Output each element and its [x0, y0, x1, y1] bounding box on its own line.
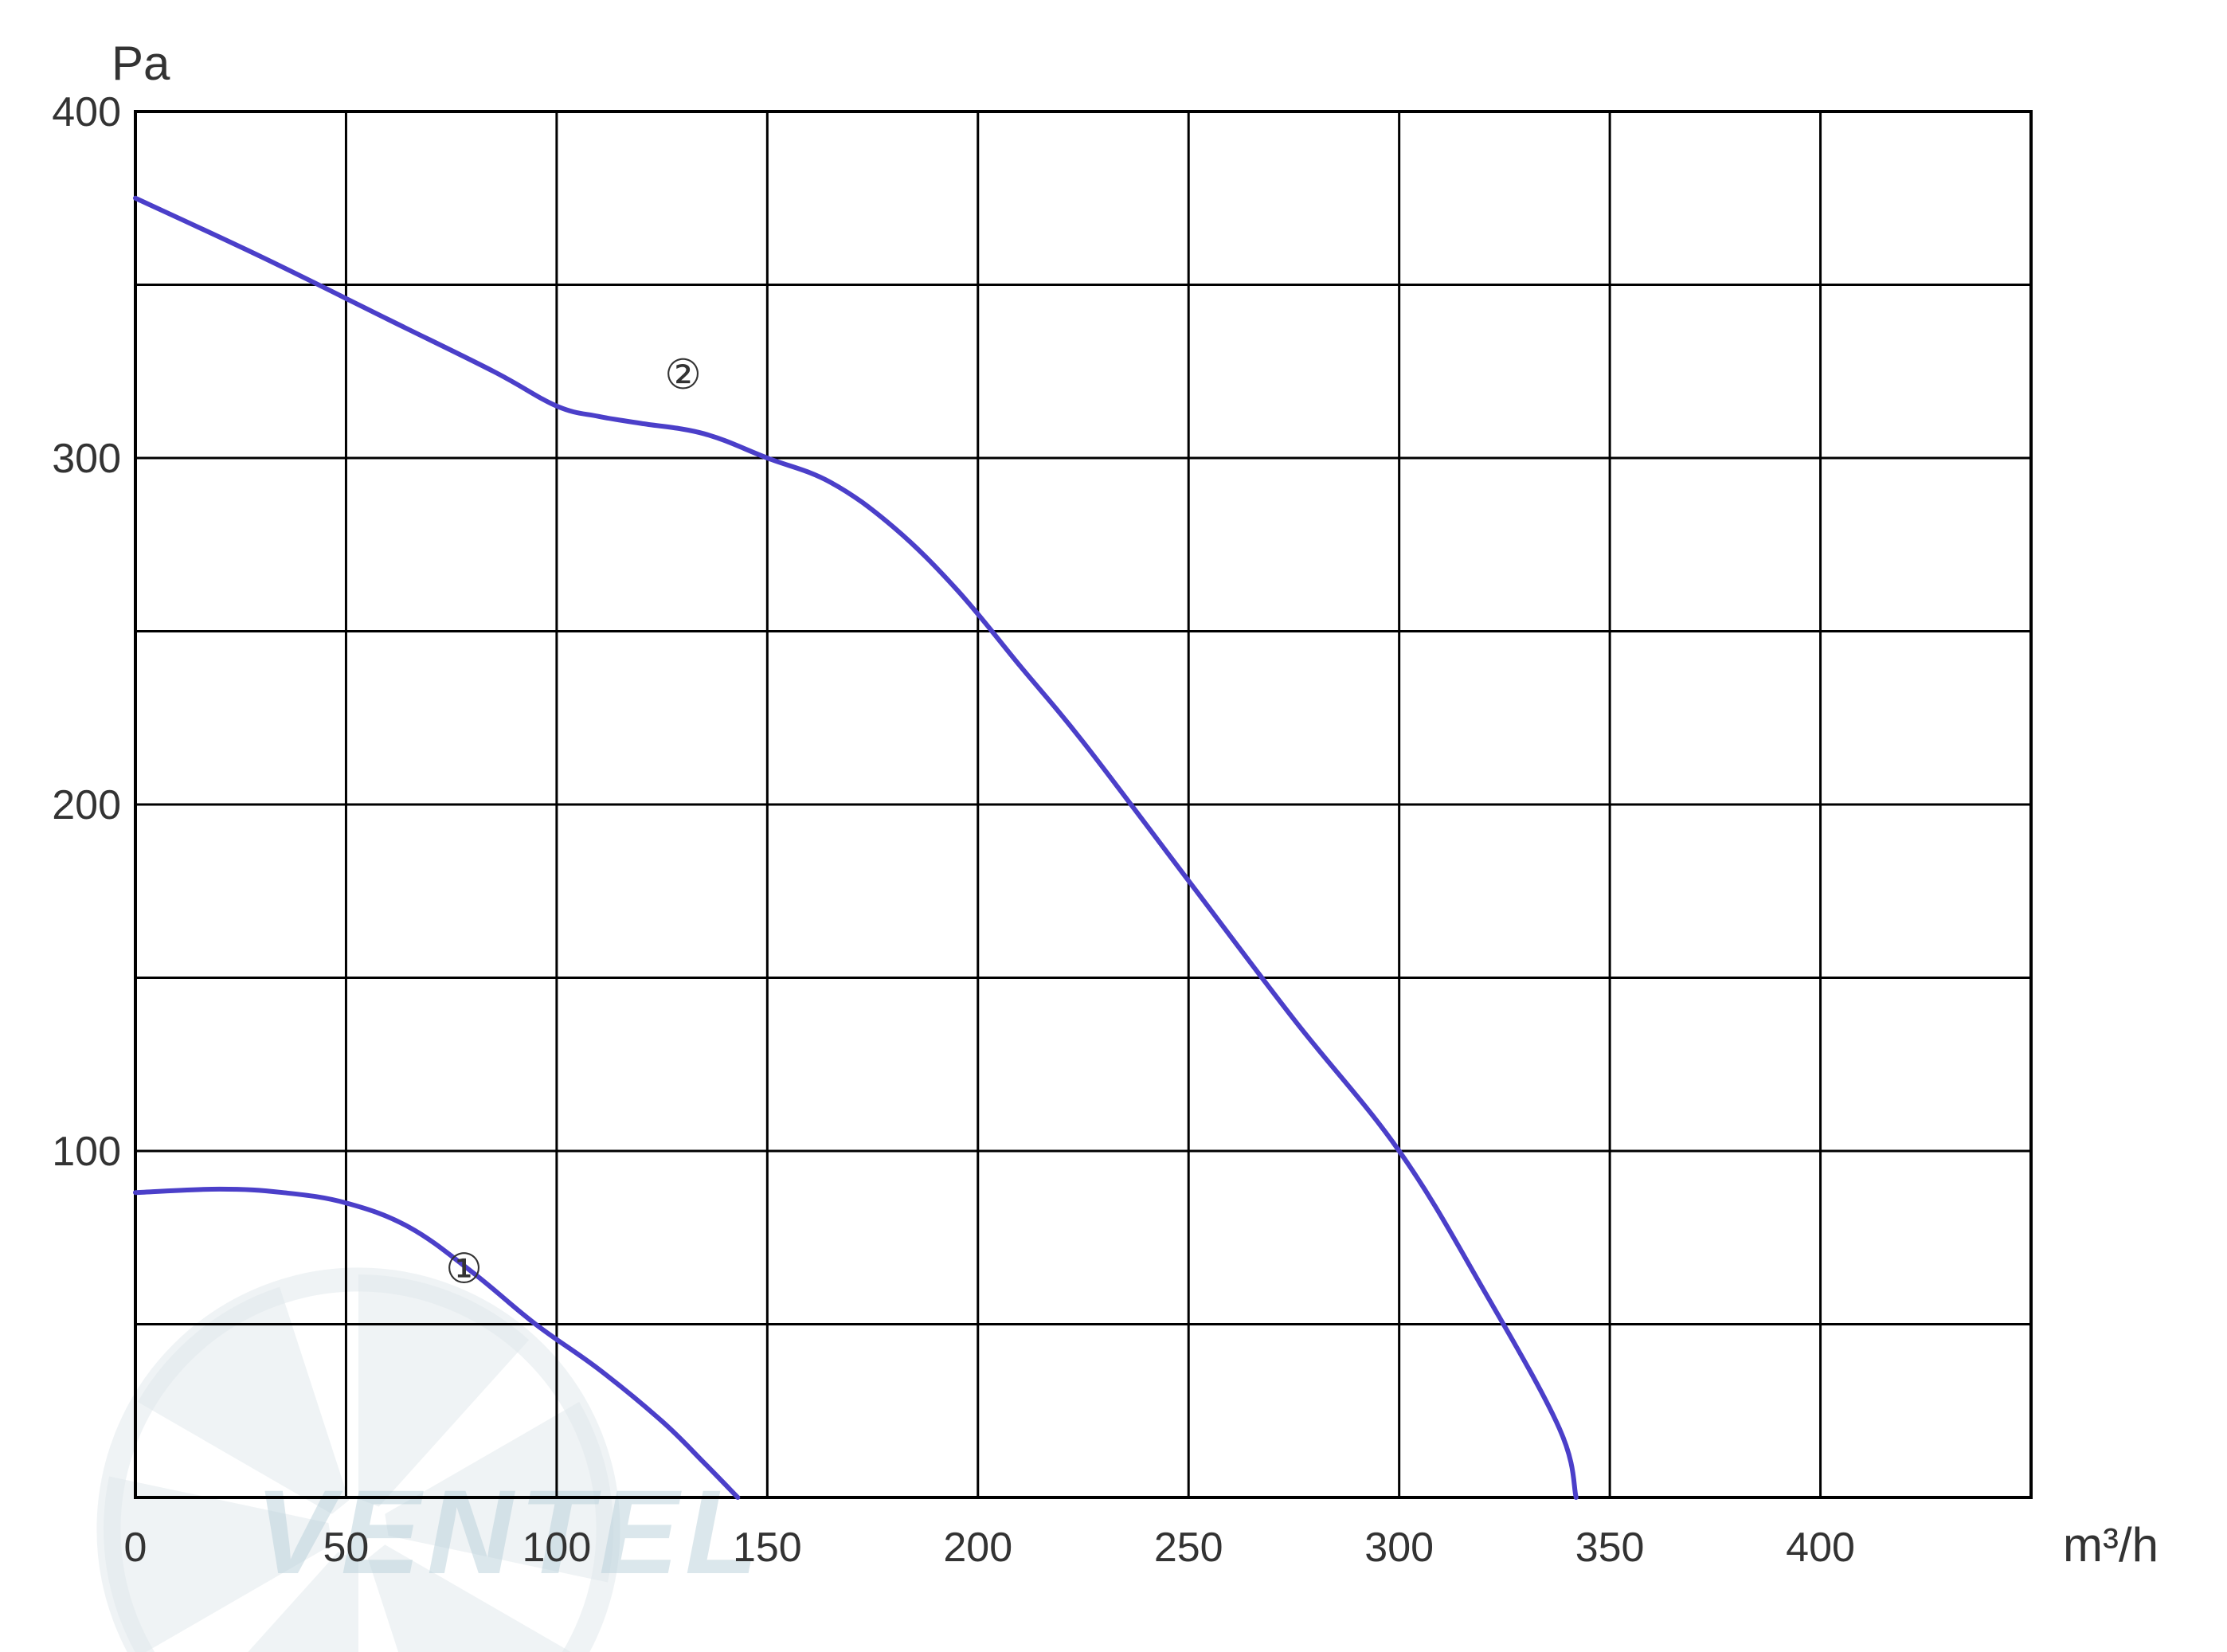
curve-2-label: ② — [664, 352, 702, 398]
chart-svg: VENTEL① ② 100 200 300 400 0 50 100 150 200 250 300 35… — [0, 0, 2227, 1652]
x-tick-label: 100 — [523, 1525, 592, 1571]
chart-container: VENTEL① ② 100 200 300 400 0 50 100 150 200 250 300 35… — [0, 0, 2227, 1652]
x-tick-label: 400 — [1786, 1525, 1855, 1571]
x-tick-label: 300 — [1364, 1525, 1434, 1571]
y-axis-title: Pa — [112, 37, 170, 90]
x-tick-label: 50 — [323, 1525, 370, 1571]
curve-1-label: ① — [445, 1246, 483, 1292]
curve-2 — [135, 198, 1576, 1497]
y-tick-label: 200 — [52, 782, 121, 828]
x-axis-title: m³/h — [2063, 1518, 2159, 1572]
x-tick-label: 200 — [943, 1525, 1012, 1571]
watermark: VENTEL — [104, 1274, 765, 1652]
x-tick-label: 150 — [733, 1525, 802, 1571]
x-tick-label: 350 — [1575, 1525, 1645, 1571]
y-tick-label: 400 — [52, 89, 121, 135]
y-tick-label: 100 — [52, 1129, 121, 1175]
x-tick-label: 0 — [124, 1525, 147, 1571]
x-tick-label: 250 — [1154, 1525, 1223, 1571]
y-tick-label: 300 — [52, 436, 121, 482]
